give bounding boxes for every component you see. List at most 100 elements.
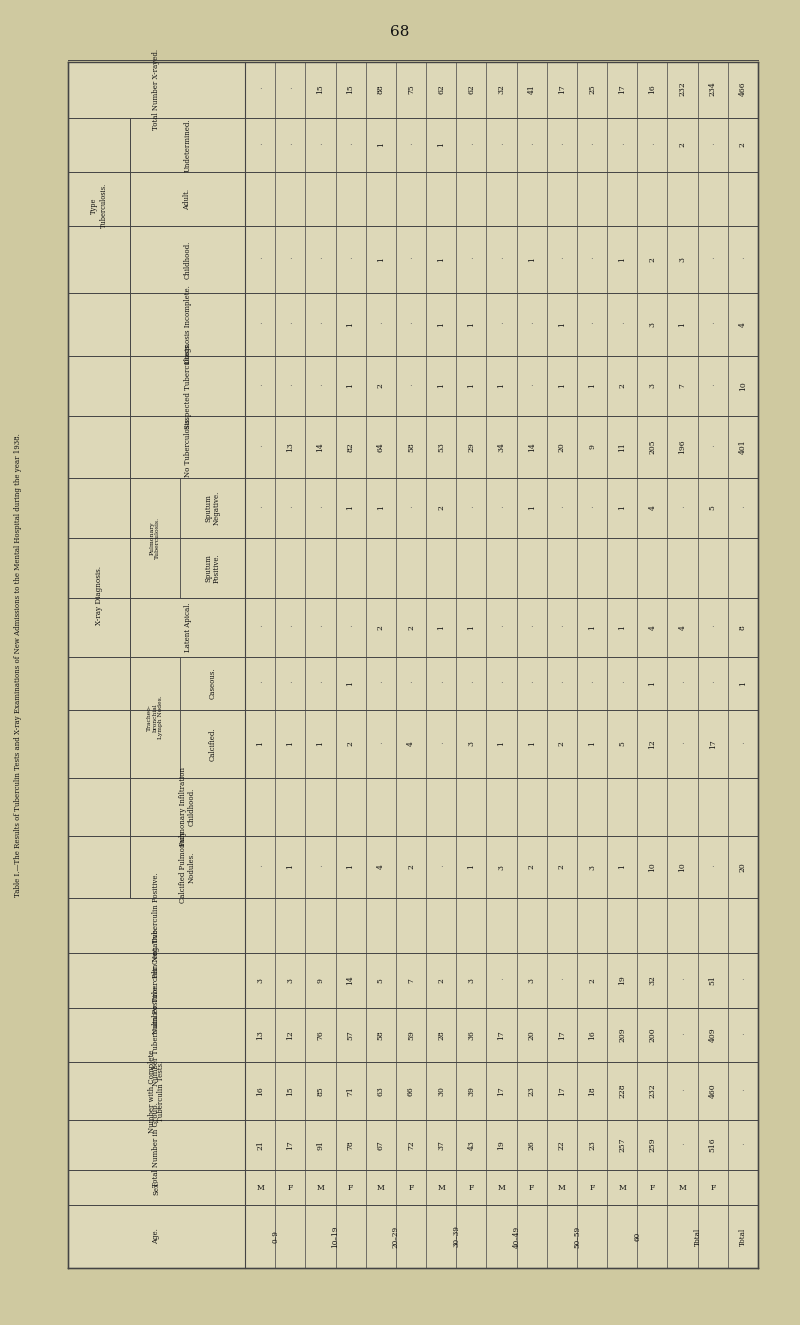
Text: ·: · xyxy=(500,624,503,632)
Text: 1: 1 xyxy=(437,143,445,147)
Text: F: F xyxy=(469,1183,474,1191)
Text: 1: 1 xyxy=(558,322,566,327)
Text: X-ray Diagnosis.: X-ray Diagnosis. xyxy=(95,566,103,625)
Text: 53: 53 xyxy=(437,443,445,452)
Text: ·: · xyxy=(319,504,322,511)
Text: ·: · xyxy=(289,85,291,93)
Text: 1: 1 xyxy=(467,625,475,629)
Text: Sex.: Sex. xyxy=(153,1179,161,1195)
Text: 1: 1 xyxy=(498,383,506,388)
Text: Adult.: Adult. xyxy=(183,188,191,209)
Text: ·: · xyxy=(682,504,684,511)
Text: 32: 32 xyxy=(648,975,656,986)
Text: ·: · xyxy=(682,1031,684,1039)
Text: 7: 7 xyxy=(407,978,415,983)
Text: ·: · xyxy=(470,256,473,264)
Text: 9: 9 xyxy=(317,978,325,983)
Text: 72: 72 xyxy=(407,1140,415,1150)
Text: 15: 15 xyxy=(317,83,325,94)
Text: ·: · xyxy=(410,321,412,329)
Text: 1: 1 xyxy=(648,681,656,686)
Text: M: M xyxy=(498,1183,506,1191)
Text: 2: 2 xyxy=(648,257,656,262)
Text: Tracheo-
bronchial
Lymph Nodes.: Tracheo- bronchial Lymph Nodes. xyxy=(146,696,163,739)
Text: 4: 4 xyxy=(739,322,747,327)
Text: ·: · xyxy=(440,680,442,688)
Text: 40–49: 40–49 xyxy=(513,1226,521,1248)
Text: 1: 1 xyxy=(467,322,475,327)
Text: 10: 10 xyxy=(678,863,686,872)
Text: ·: · xyxy=(319,382,322,390)
Text: Table I.—The Results of Tuberculin Tests and X-ray Examinations of New Admission: Table I.—The Results of Tuberculin Tests… xyxy=(14,433,22,897)
Text: ·: · xyxy=(319,863,322,871)
Text: ·: · xyxy=(470,504,473,511)
Text: ·: · xyxy=(742,739,744,749)
Text: ·: · xyxy=(711,256,714,264)
Text: ·: · xyxy=(258,382,262,390)
Text: Latent Apical.: Latent Apical. xyxy=(183,603,191,652)
Text: 64: 64 xyxy=(377,443,385,452)
Text: 10–19: 10–19 xyxy=(331,1226,339,1248)
Text: Number Tuberculin Negative.: Number Tuberculin Negative. xyxy=(153,927,161,1034)
Text: 15: 15 xyxy=(286,1086,294,1096)
Text: 34: 34 xyxy=(498,443,506,452)
Text: 10: 10 xyxy=(648,863,656,872)
Text: 18: 18 xyxy=(588,1086,596,1096)
Text: ·: · xyxy=(682,1141,684,1149)
Text: M: M xyxy=(558,1183,566,1191)
Text: ·: · xyxy=(530,140,533,148)
Text: ·: · xyxy=(561,624,563,632)
Text: ·: · xyxy=(590,256,594,264)
Text: 1: 1 xyxy=(437,257,445,262)
Text: 232: 232 xyxy=(648,1084,656,1098)
Text: 1: 1 xyxy=(317,742,325,746)
Text: ·: · xyxy=(289,680,291,688)
Text: 1: 1 xyxy=(437,383,445,388)
Text: 12: 12 xyxy=(648,739,656,749)
Text: ·: · xyxy=(561,680,563,688)
Text: Number with Complete
Tuberculin Tests.: Number with Complete Tuberculin Tests. xyxy=(148,1049,165,1133)
Text: ·: · xyxy=(319,680,322,688)
Text: 1: 1 xyxy=(528,257,536,262)
Text: Pulmonary
Tuberculosis.: Pulmonary Tuberculosis. xyxy=(150,517,160,559)
Text: ·: · xyxy=(350,256,352,264)
Text: ·: · xyxy=(530,680,533,688)
Text: 17: 17 xyxy=(498,1086,506,1096)
Text: Total: Total xyxy=(694,1227,702,1246)
Text: 17: 17 xyxy=(709,739,717,749)
Text: 58: 58 xyxy=(377,1030,385,1040)
Text: 60: 60 xyxy=(634,1232,642,1242)
Text: ·: · xyxy=(682,739,684,749)
Text: 13: 13 xyxy=(256,1030,264,1040)
Text: 82: 82 xyxy=(346,443,354,452)
Text: 36: 36 xyxy=(467,1030,475,1040)
Text: 1: 1 xyxy=(437,322,445,327)
Text: Undetermined.: Undetermined. xyxy=(183,118,191,172)
Text: 1: 1 xyxy=(618,506,626,510)
Text: ·: · xyxy=(470,140,473,148)
Text: 75: 75 xyxy=(407,83,415,94)
Text: 17: 17 xyxy=(558,1086,566,1096)
Text: ·: · xyxy=(379,680,382,688)
Text: 2: 2 xyxy=(437,506,445,510)
Text: 259: 259 xyxy=(648,1138,656,1153)
Text: 2: 2 xyxy=(346,742,354,746)
Text: ·: · xyxy=(590,504,594,511)
Text: ·: · xyxy=(500,680,503,688)
Text: M: M xyxy=(438,1183,445,1191)
Text: ·: · xyxy=(682,977,684,984)
Text: 1: 1 xyxy=(346,383,354,388)
Text: ·: · xyxy=(711,140,714,148)
Text: 257: 257 xyxy=(618,1138,626,1153)
Text: ·: · xyxy=(530,382,533,390)
Text: 28: 28 xyxy=(437,1030,445,1040)
Text: 5: 5 xyxy=(618,742,626,746)
Text: 3: 3 xyxy=(648,322,656,327)
Text: ·: · xyxy=(289,256,291,264)
Text: ·: · xyxy=(682,680,684,688)
Text: ·: · xyxy=(319,624,322,632)
Text: ·: · xyxy=(470,680,473,688)
Text: 401: 401 xyxy=(739,440,747,454)
Text: 66: 66 xyxy=(407,1086,415,1096)
Text: ·: · xyxy=(621,140,623,148)
